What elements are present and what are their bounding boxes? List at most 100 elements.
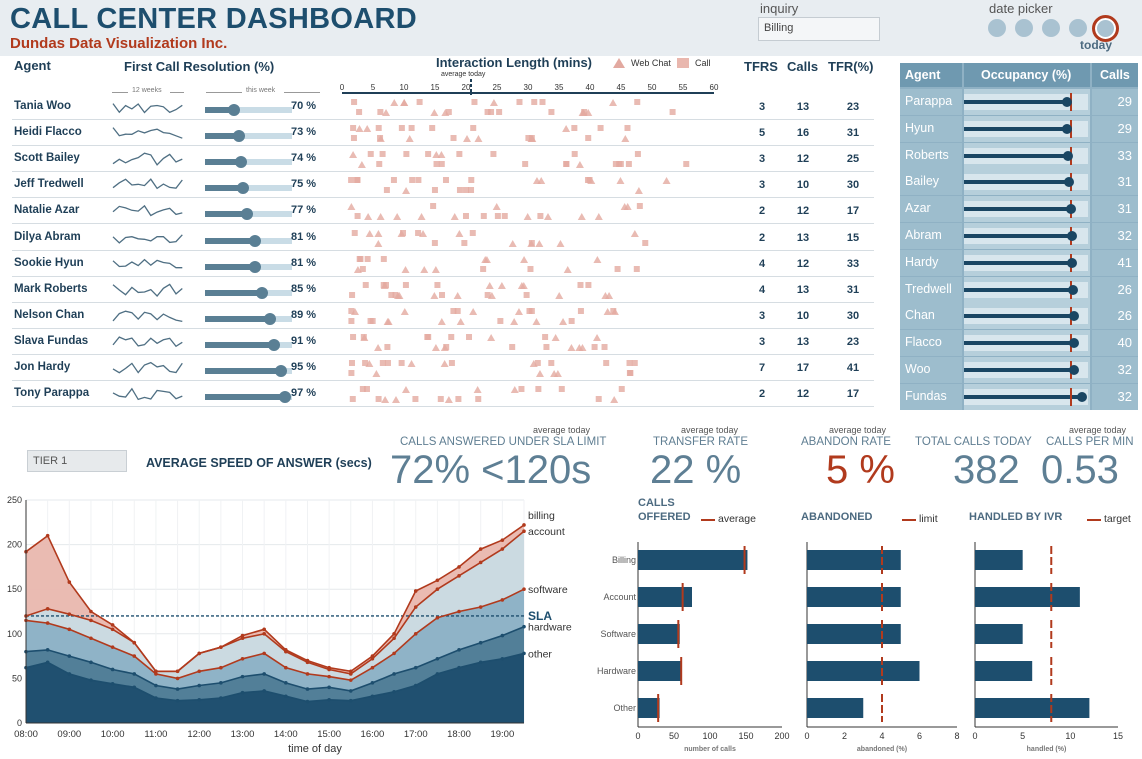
x-tick-label: 14:00: [274, 729, 298, 740]
fcr-percent: 95 %: [291, 361, 317, 373]
interaction-tick-label: 10: [399, 83, 409, 92]
call-mark: [577, 281, 584, 288]
occupancy-bar-cell: [964, 169, 1090, 196]
agent-row[interactable]: Nelson Chan 89 % 3 10 30: [12, 303, 874, 329]
point-billing: [175, 669, 180, 674]
occupancy-row[interactable]: Flacco 40: [900, 330, 1138, 357]
occupancy-row[interactable]: Bailey 31: [900, 169, 1138, 196]
web-chat-mark: [662, 177, 671, 185]
point-billing: [89, 609, 93, 614]
agent-row[interactable]: Slava Fundas 91 % 3 13 23: [12, 329, 874, 355]
agent-row[interactable]: Scott Bailey 74 % 3 12 25: [12, 146, 874, 173]
point-other: [478, 660, 483, 665]
interaction-marks: [351, 99, 676, 116]
call-mark: [542, 333, 549, 340]
agent-row[interactable]: Jon Hardy 95 % 7 17 41: [12, 355, 874, 381]
agent-row[interactable]: Tony Parappa 97 % 2 12 17: [12, 381, 874, 408]
fcr-sparkline: [112, 152, 183, 167]
occupancy-row[interactable]: Woo 32: [900, 357, 1138, 383]
call-mark: [612, 161, 619, 168]
interaction-tick-label: 25: [492, 83, 502, 92]
occupancy-agent-name: Roberts: [900, 142, 962, 169]
web-chat-mark: [405, 135, 414, 143]
web-chat-mark: [567, 343, 576, 351]
calls-header: Calls: [787, 59, 819, 74]
call-mark: [408, 125, 415, 132]
occupancy-agent-name: Tredwell: [900, 276, 962, 303]
occupancy-row[interactable]: Parappa 29: [900, 89, 1138, 115]
fcr-bar-fill: [205, 368, 282, 374]
tfr-value: 33: [846, 257, 860, 270]
category-label: Software: [600, 629, 636, 639]
interaction-marks: [348, 307, 619, 325]
call-mark: [349, 291, 356, 298]
occupancy-row[interactable]: Abram 32: [900, 223, 1138, 249]
agent-row[interactable]: Natalie Azar 77 % 2 12 17: [12, 198, 874, 225]
agent-row[interactable]: Mark Roberts 85 % 4 13 31: [12, 277, 874, 303]
call-mark: [496, 109, 503, 115]
point-account: [392, 636, 396, 641]
occupancy-bar-cell: [964, 383, 1090, 410]
interaction-tick-label: 35: [554, 83, 564, 92]
point-account: [67, 612, 72, 616]
call-mark: [354, 213, 361, 220]
fcr-bar-fill: [205, 185, 244, 192]
call-mark: [571, 125, 578, 132]
date-picker-today[interactable]: [1092, 15, 1119, 42]
call-mark: [523, 291, 530, 298]
agent-row[interactable]: Sookie Hyun 81 % 4 12 33: [12, 251, 874, 277]
date-picker-dot-3[interactable]: [1042, 19, 1060, 37]
call-mark: [548, 360, 555, 366]
call-mark: [375, 125, 382, 132]
occupancy-bar-fill: [964, 287, 1074, 292]
fcr-bar-track: [205, 159, 292, 166]
occupancy-row[interactable]: Hyun 29: [900, 115, 1138, 142]
point-software: [457, 609, 461, 614]
point-other: [175, 698, 180, 703]
occupancy-row[interactable]: Azar 31: [900, 196, 1138, 223]
call-mark: [463, 187, 470, 194]
calls-value: 10: [796, 179, 810, 192]
occupancy-row[interactable]: Fundas 32: [900, 383, 1138, 410]
tier-select[interactable]: TIER 1: [27, 450, 127, 472]
agent-row[interactable]: Jeff Tredwell 75 % 3 10 30: [12, 172, 874, 199]
occupancy-calls: 29: [1092, 89, 1138, 115]
web-chat-mark: [609, 99, 618, 106]
occupancy-row[interactable]: Roberts 33: [900, 142, 1138, 169]
point-account: [522, 529, 526, 534]
date-picker-dot-2[interactable]: [1015, 19, 1033, 37]
occupancy-row[interactable]: Hardy 41: [900, 249, 1138, 276]
abandoned-bar: [807, 587, 901, 607]
date-picker-dot-4[interactable]: [1069, 19, 1087, 37]
occupancy-bar-fill: [964, 341, 1075, 346]
agent-row[interactable]: Heidi Flacco 73 % 5 16 31: [12, 120, 874, 147]
point-billing: [370, 654, 375, 658]
agent-row[interactable]: Dilya Abram 81 % 2 13 15: [12, 225, 874, 251]
category-label: Billing: [612, 555, 636, 565]
tfrs-value: 2: [758, 205, 766, 218]
interaction-marks: [353, 255, 640, 273]
call-mark: [360, 333, 367, 340]
inquiry-select[interactable]: Billing: [758, 17, 880, 41]
web-chat-mark: [535, 239, 544, 247]
fcr-percent: 77 %: [291, 204, 317, 217]
agent-row[interactable]: Tania Woo 70 % 3 13 23: [12, 94, 874, 120]
call-mark: [471, 99, 478, 105]
call-mark: [412, 396, 419, 403]
series-label-hardware: hardware: [528, 622, 572, 634]
point-software: [305, 672, 310, 676]
week-line-right: [284, 92, 320, 93]
web-chat-mark: [349, 151, 358, 159]
web-chat-mark: [431, 343, 440, 351]
abandoned-bar: [807, 624, 901, 644]
date-picker-dot-1[interactable]: [988, 19, 1006, 37]
occupancy-row[interactable]: Tredwell 26: [900, 276, 1138, 303]
weeks-line-left: [112, 92, 128, 93]
calls-value: 12: [796, 257, 810, 270]
web-chat-mark: [374, 343, 383, 351]
occupancy-row[interactable]: Chan 26: [900, 303, 1138, 330]
point-hardware: [45, 648, 50, 652]
occupancy-table: Agent Occupancy (%) Calls Parappa 29 Hyun 2…: [900, 63, 1138, 410]
call-mark: [377, 109, 384, 115]
call-mark: [462, 213, 469, 220]
